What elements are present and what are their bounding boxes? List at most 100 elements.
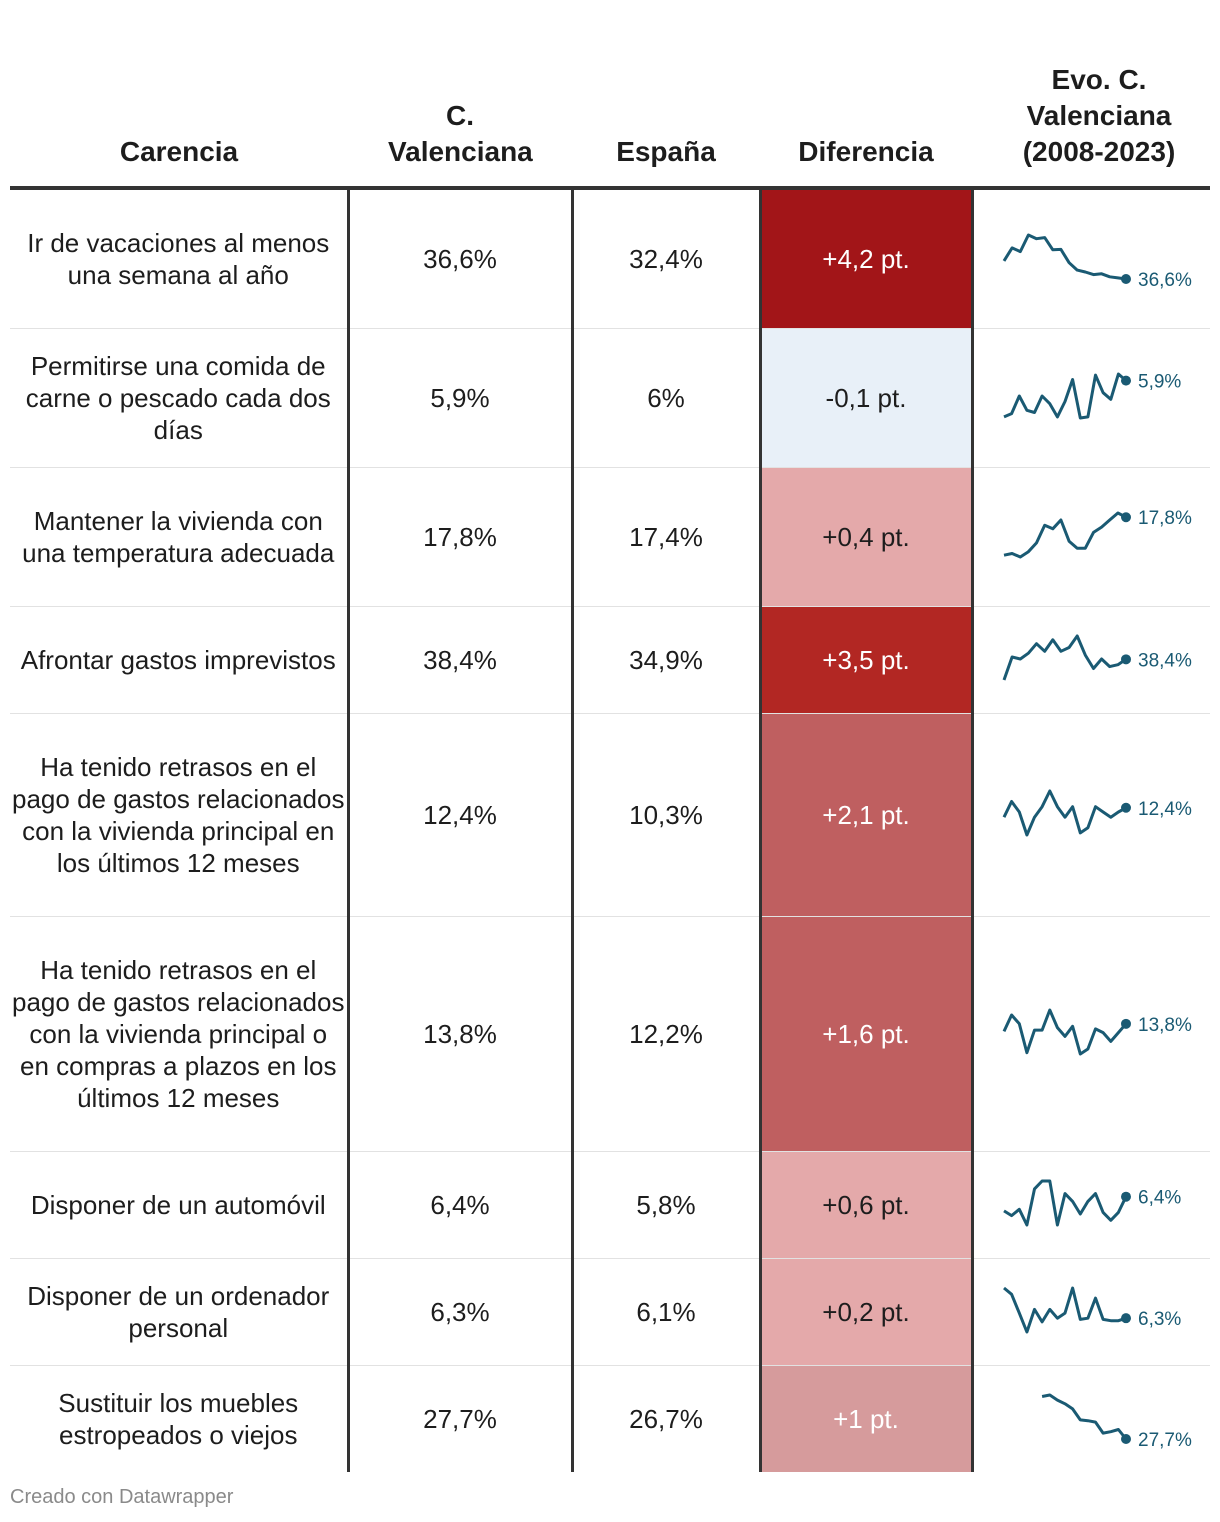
cell-carencia: Ha tenido retrasos en el pago de gastos … xyxy=(10,713,350,917)
sparkline-last-label: 6,3% xyxy=(1138,1309,1181,1330)
cell-cval: 13,8% xyxy=(348,916,574,1152)
cell-cval: 12,4% xyxy=(348,713,574,917)
table-body: Ir de vacaciones al menos una semana al … xyxy=(10,188,1210,1472)
data-table-container: Carencia C. Valenciana España Diferencia… xyxy=(10,0,1210,1472)
header-espana[interactable]: España xyxy=(572,0,760,190)
cell-carencia: Permitirse una comida de carne o pescado… xyxy=(10,328,350,468)
sparkline-last-label: 13,8% xyxy=(1138,1015,1192,1036)
cell-sparkline: 27,7% xyxy=(972,1366,1210,1473)
cell-sparkline: 5,9% xyxy=(972,328,1210,468)
cell-espana: 34,9% xyxy=(572,606,762,714)
header-evo: Evo. C. Valenciana (2008-2023) xyxy=(972,0,1210,190)
table-row: Ha tenido retrasos en el pago de gastos … xyxy=(10,713,1210,917)
cell-carencia: Ir de vacaciones al menos una semana al … xyxy=(10,188,350,329)
table-row: Afrontar gastos imprevistos 38,4% 34,9% +3,… xyxy=(10,606,1210,714)
sparkline-line xyxy=(1041,1393,1127,1440)
cell-carencia: Disponer de un ordenador personal xyxy=(10,1258,350,1366)
cell-carencia: Sustituir los muebles estropeados o viej… xyxy=(10,1365,350,1472)
cell-cval: 17,8% xyxy=(348,467,574,607)
sparkline-last-label: 36,6% xyxy=(1138,270,1192,291)
sparkline-last-point xyxy=(1120,802,1131,813)
cell-diferencia: +3,5 pt. xyxy=(760,606,974,714)
cell-espana: 26,7% xyxy=(572,1365,762,1472)
sparkline-chart: 27,7% xyxy=(1041,1393,1192,1451)
cell-espana: 12,2% xyxy=(572,916,762,1152)
table-row: Disponer de un ordenador personal 6,3% 6,1… xyxy=(10,1258,1210,1366)
sparkline-line xyxy=(1002,789,1127,837)
cell-cval: 27,7% xyxy=(348,1365,574,1472)
sparkline-chart: 6,3% xyxy=(1002,1286,1181,1334)
cell-diferencia: +1 pt. xyxy=(760,1365,974,1472)
cell-sparkline: 36,6% xyxy=(972,188,1210,329)
sparkline-chart: 5,9% xyxy=(1002,372,1181,420)
cell-diferencia: +0,6 pt. xyxy=(760,1151,974,1259)
sparkline-last-label: 27,7% xyxy=(1138,1430,1192,1451)
sparkline-line xyxy=(1002,634,1127,681)
sparkline-last-point xyxy=(1120,375,1131,386)
cell-carencia: Disponer de un automóvil xyxy=(10,1151,350,1259)
sparkline-chart: 12,4% xyxy=(1002,789,1192,837)
cell-espana: 10,3% xyxy=(572,713,762,917)
footer-credit[interactable]: Creado con Datawrapper xyxy=(10,1486,234,1508)
cell-diferencia: +4,2 pt. xyxy=(760,188,974,329)
cell-sparkline: 6,3% xyxy=(972,1258,1210,1366)
cell-sparkline: 12,4% xyxy=(972,713,1210,917)
sparkline-line xyxy=(1002,1008,1127,1056)
cell-espana: 6,1% xyxy=(572,1258,762,1366)
sparkline-last-label: 6,4% xyxy=(1138,1188,1181,1209)
sparkline-last-point xyxy=(1120,654,1131,665)
table-row: Ha tenido retrasos en el pago de gastos … xyxy=(10,916,1210,1152)
sparkline-chart: 36,6% xyxy=(1002,233,1192,291)
cell-sparkline: 6,4% xyxy=(972,1151,1210,1259)
sparkline-last-point xyxy=(1120,1434,1131,1444)
cell-carencia: Mantener la vivienda con una temperatura… xyxy=(10,467,350,607)
cell-sparkline: 13,8% xyxy=(972,916,1210,1152)
table-row: Sustituir los muebles estropeados o viej… xyxy=(10,1365,1210,1473)
cell-espana: 5,8% xyxy=(572,1151,762,1259)
cell-cval: 36,6% xyxy=(348,188,574,329)
cell-sparkline: 17,8% xyxy=(972,467,1210,607)
cell-cval: 5,9% xyxy=(348,328,574,468)
cell-diferencia: -0,1 pt. xyxy=(760,328,974,468)
sparkline-line xyxy=(1002,233,1126,281)
sparkline-chart: 17,8% xyxy=(1003,508,1192,559)
sparkline-line xyxy=(1003,511,1127,559)
sparkline-last-point xyxy=(1120,274,1131,284)
table-row: Mantener la vivienda con una temperatura… xyxy=(10,467,1210,607)
table-row: Ir de vacaciones al menos una semana al … xyxy=(10,188,1210,329)
cell-cval: 6,3% xyxy=(348,1258,574,1366)
cell-diferencia: +1,6 pt. xyxy=(760,916,974,1152)
header-cval[interactable]: C. Valenciana xyxy=(348,0,572,190)
sparkline-last-label: 5,9% xyxy=(1138,372,1181,393)
sparkline-last-point xyxy=(1120,1018,1131,1029)
cell-cval: 6,4% xyxy=(348,1151,574,1259)
cell-sparkline: 38,4% xyxy=(972,606,1210,714)
table-row: Permitirse una comida de carne o pescado… xyxy=(10,328,1210,468)
cell-carencia: Afrontar gastos imprevistos xyxy=(10,606,350,714)
sparkline-last-point xyxy=(1120,512,1131,523)
header-row: Carencia C. Valenciana España Diferencia… xyxy=(10,0,1210,190)
sparkline-last-label: 38,4% xyxy=(1138,650,1192,671)
sparkline-last-label: 17,8% xyxy=(1138,508,1192,529)
cell-espana: 6% xyxy=(572,328,762,468)
data-table: Carencia C. Valenciana España Diferencia… xyxy=(10,0,1210,1472)
sparkline-chart: 38,4% xyxy=(1002,634,1192,681)
sparkline-last-point xyxy=(1120,1191,1131,1202)
cell-diferencia: +0,2 pt. xyxy=(760,1258,974,1366)
header-carencia[interactable]: Carencia xyxy=(10,0,348,190)
table-row: Disponer de un automóvil 6,4% 5,8% +0,6 pt.… xyxy=(10,1151,1210,1259)
cell-diferencia: +2,1 pt. xyxy=(760,713,974,917)
cell-diferencia: +0,4 pt. xyxy=(760,467,974,607)
cell-carencia: Ha tenido retrasos en el pago de gastos … xyxy=(10,916,350,1152)
sparkline-last-label: 12,4% xyxy=(1138,799,1192,820)
cell-cval: 38,4% xyxy=(348,606,574,714)
cell-espana: 17,4% xyxy=(572,467,762,607)
sparkline-line xyxy=(1002,1179,1127,1227)
sparkline-last-point xyxy=(1120,1313,1131,1324)
sparkline-line xyxy=(1002,372,1127,420)
sparkline-chart: 6,4% xyxy=(1002,1179,1181,1227)
sparkline-line xyxy=(1002,1286,1126,1334)
cell-espana: 32,4% xyxy=(572,188,762,329)
sparkline-chart: 13,8% xyxy=(1002,1008,1192,1056)
header-diferencia[interactable]: Diferencia xyxy=(760,0,972,190)
